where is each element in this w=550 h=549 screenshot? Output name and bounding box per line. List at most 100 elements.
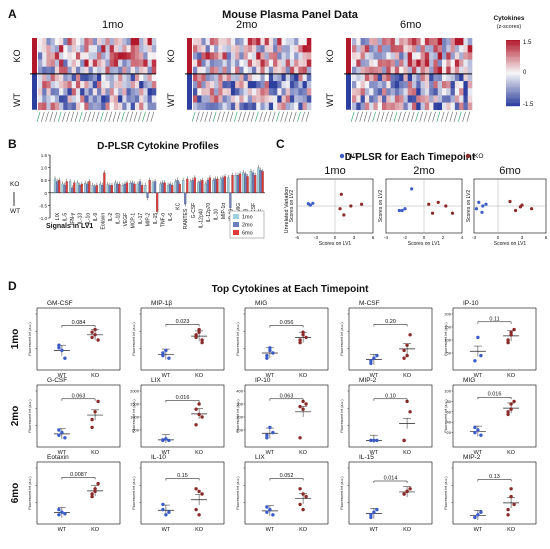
bar-2mo <box>176 180 179 193</box>
dot-wt <box>372 356 376 360</box>
category-label: IL-2 <box>108 213 114 222</box>
bar-6mo <box>110 185 114 193</box>
dot-wt <box>161 502 165 507</box>
dot-wt <box>57 428 61 432</box>
dot-wt <box>268 348 272 353</box>
bar-6mo <box>231 175 234 193</box>
dot-plot-ylabel: Fluorescent Int (a.u.) <box>444 476 448 509</box>
heatmap-cell <box>386 59 391 68</box>
dot-wt <box>57 507 61 512</box>
dot-plot-title: MIP-1β <box>151 300 172 307</box>
heatmap-cell <box>407 81 413 89</box>
heatmap-cell <box>247 38 253 46</box>
colorbar-step <box>506 75 520 77</box>
colorbar-step <box>506 71 520 74</box>
legend-swatch-6mo <box>233 230 239 235</box>
heatmap-cell <box>226 81 232 89</box>
heatmap-cell <box>407 38 413 46</box>
heatmap-cell <box>356 66 361 75</box>
heatmap-cell <box>386 73 391 82</box>
heatmap-cell <box>433 52 439 60</box>
dot-wt <box>375 353 379 358</box>
heatmap-cell <box>147 52 153 60</box>
heatmap-cell <box>130 52 136 60</box>
heatmap-cell <box>109 88 115 96</box>
heatmap-cell <box>126 95 132 103</box>
heatmap-cell <box>143 81 148 89</box>
bar-6mo <box>208 177 211 193</box>
x-label-ko: KO <box>91 527 100 533</box>
heatmap-cell <box>277 38 282 46</box>
heatmap-cell <box>84 38 89 46</box>
dot-plot-ylabel: Fluorescent Int (a.u.) <box>444 322 448 355</box>
heatmap-cell <box>197 73 202 82</box>
heatmap-cell <box>243 52 249 60</box>
heatmap-cell <box>298 95 303 103</box>
dot-ko <box>93 410 97 414</box>
dot-plot-title: MIP-2 <box>359 377 377 384</box>
heatmap-cell <box>264 59 270 68</box>
heatmap-cell <box>360 66 366 75</box>
heatmap-cell <box>80 52 85 60</box>
heatmap-cytokine-label-mark <box>74 111 79 122</box>
heatmap-cell <box>289 59 295 68</box>
heatmap-cell <box>260 73 265 82</box>
heatmap-cell <box>214 45 219 53</box>
x-label-ko: KO <box>299 373 308 379</box>
heatmap-cell <box>463 88 469 96</box>
heatmap-cytokine-label-mark <box>95 111 100 122</box>
heatmap-cell <box>197 66 202 75</box>
heatmap-cell <box>147 73 153 82</box>
dot-plot-ylabel: Fluorescent Int (a.u.) <box>132 322 136 355</box>
heatmap-cell <box>420 95 426 103</box>
score-point-ko <box>360 202 364 206</box>
score-point-ko <box>518 205 523 209</box>
heatmap-cell <box>281 73 287 82</box>
heatmap-cell <box>230 95 236 103</box>
heatmap-cell <box>209 73 215 82</box>
heatmap-cytokine-label-mark <box>453 111 458 122</box>
colorbar-step <box>506 82 520 85</box>
heatmap-cell <box>302 66 308 75</box>
colorbar-step <box>506 41 520 43</box>
heatmap-cytokine-label-mark <box>204 111 209 122</box>
heatmap-cytokine-label-mark <box>355 111 359 122</box>
heatmap-cell <box>75 38 81 46</box>
colorbar-step <box>506 49 520 52</box>
heatmap-cell <box>105 95 110 103</box>
dot-y-tick-label: 100 <box>444 389 451 394</box>
heatmap-cell <box>399 52 404 60</box>
heatmap-cell <box>285 88 291 96</box>
heatmap-cell <box>433 38 439 46</box>
heatmap-cell <box>352 102 357 111</box>
heatmap-cell <box>356 45 361 53</box>
heatmap-cell <box>256 88 261 96</box>
heatmap-cell <box>429 66 434 75</box>
heatmap-cell <box>151 102 157 111</box>
heatmap-cell <box>403 102 409 111</box>
bar-2mo <box>123 183 127 193</box>
heatmap-cell <box>442 102 447 111</box>
legend-label-2mo: 2mo <box>242 223 253 229</box>
colorbar-step <box>506 46 520 48</box>
heatmap-cell <box>450 88 456 96</box>
heatmap-cell <box>46 81 51 89</box>
heatmap-cell <box>446 38 451 46</box>
colorbar-step <box>506 68 520 70</box>
heatmap-cell <box>80 88 85 96</box>
bar-6mo <box>103 172 106 193</box>
heatmap-ko-bar <box>346 38 351 74</box>
score-point-ko <box>430 211 435 215</box>
bar-6mo <box>88 181 91 193</box>
dot-ko <box>301 330 305 334</box>
heatmap-cell <box>360 59 366 68</box>
heatmap-cell <box>92 52 98 60</box>
heatmap-cell <box>459 81 464 89</box>
heatmap-cell <box>373 66 379 75</box>
heatmap-cytokine-label-mark <box>229 111 234 122</box>
panel-a: A Mouse Plasma Panel Data 1mo KO WT 2mo KO WT… <box>8 7 534 122</box>
heatmap-cell <box>84 88 89 96</box>
dot-wt <box>271 430 275 435</box>
bar-2mo <box>146 192 149 198</box>
dot-ko <box>298 502 302 507</box>
